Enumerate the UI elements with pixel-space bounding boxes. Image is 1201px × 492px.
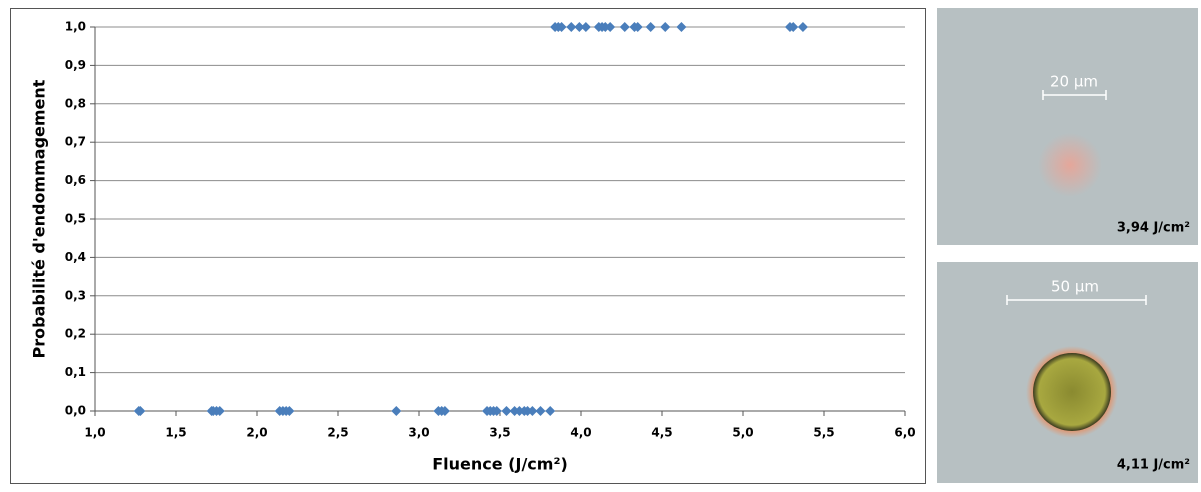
point	[214, 406, 225, 416]
point	[284, 406, 295, 416]
y-tick-label: 0,4	[65, 250, 86, 264]
point	[632, 22, 643, 32]
x-tick-label: 5,0	[732, 426, 753, 440]
point	[391, 406, 402, 416]
y-tick-label: 0,0	[65, 404, 86, 418]
scale-bar	[1006, 295, 1147, 305]
point	[619, 22, 630, 32]
x-tick-label: 1,0	[84, 426, 105, 440]
x-axis-title: Fluence (J/cm²)	[432, 455, 568, 474]
y-tick-label: 0,6	[65, 173, 86, 187]
point	[566, 22, 577, 32]
point	[580, 22, 591, 32]
scale-bar	[1042, 90, 1107, 100]
y-tick-label: 1,0	[65, 20, 86, 34]
point	[574, 22, 585, 32]
point	[660, 22, 671, 32]
point	[135, 406, 146, 416]
point	[439, 406, 450, 416]
scale-bar-label: 20 µm	[1050, 73, 1098, 91]
point	[527, 406, 538, 416]
point	[797, 22, 808, 32]
point	[535, 406, 546, 416]
y-tick-label: 0,7	[65, 135, 86, 149]
point	[491, 406, 502, 416]
x-tick-label: 2,0	[246, 426, 267, 440]
scale-bar-label: 50 µm	[1051, 278, 1099, 296]
y-tick-label: 0,2	[65, 327, 86, 341]
x-tick-label: 6,0	[894, 426, 915, 440]
x-tick-label: 4,5	[651, 426, 672, 440]
point	[501, 406, 512, 416]
micrograph	[937, 8, 1198, 245]
point	[556, 22, 567, 32]
damage-spot	[1038, 133, 1102, 197]
point	[545, 406, 556, 416]
point	[788, 22, 799, 32]
x-tick-label: 3,5	[489, 426, 510, 440]
point	[676, 22, 687, 32]
point	[645, 22, 656, 32]
y-axis-title: Probabilité d'endommagement	[30, 79, 49, 358]
x-tick-label: 4,0	[570, 426, 591, 440]
x-tick-label: 5,5	[813, 426, 834, 440]
x-tick-label: 3,0	[408, 426, 429, 440]
x-tick-label: 2,5	[327, 426, 348, 440]
damage-spot	[1033, 353, 1111, 431]
chart-border	[10, 8, 926, 484]
y-tick-label: 0,8	[65, 96, 86, 110]
y-tick-label: 0,3	[65, 288, 86, 302]
fluence-label: 4,11 J/cm²	[1117, 458, 1190, 473]
y-tick-label: 0,1	[65, 365, 86, 379]
point	[605, 22, 616, 32]
y-tick-label: 0,9	[65, 58, 86, 72]
x-tick-label: 1,5	[165, 426, 186, 440]
y-tick-label: 0,5	[65, 212, 86, 226]
fluence-label: 3,94 J/cm²	[1117, 221, 1190, 236]
